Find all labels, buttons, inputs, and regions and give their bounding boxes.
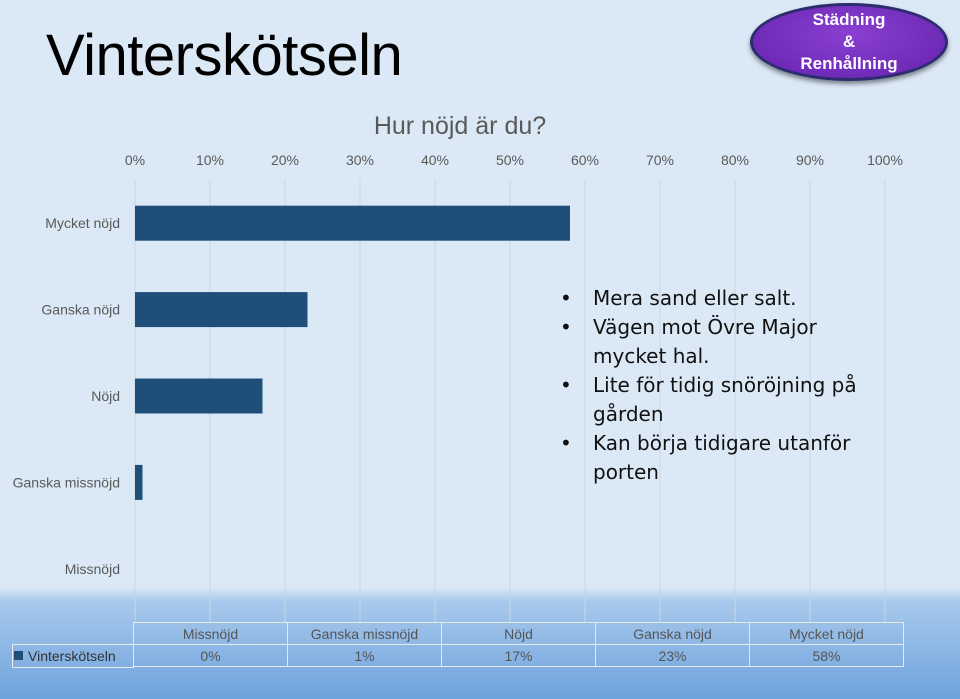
- data-table-value: 0%: [133, 644, 288, 667]
- bullet-icon: •: [560, 315, 572, 339]
- chart-title: Hur nöjd är du?: [373, 112, 547, 140]
- badge-line-2: &: [842, 32, 856, 51]
- x-tick-label: 80%: [721, 152, 749, 168]
- bar: [135, 292, 308, 328]
- comment-text: Kan börja tidigare utanför porten: [593, 431, 851, 484]
- y-category-label: Mycket nöjd: [45, 215, 120, 231]
- x-tick-label: 60%: [571, 152, 599, 168]
- y-category-label: Nöjd: [91, 388, 120, 404]
- slide-title: Vinterskötseln: [46, 23, 403, 88]
- data-table-header: Missnöjd: [133, 622, 288, 645]
- x-tick-label: 10%: [196, 152, 224, 168]
- badge-line-1: Städning: [812, 10, 886, 29]
- x-tick-label: 30%: [346, 152, 374, 168]
- data-table-header: Ganska nöjd: [595, 622, 750, 645]
- data-table-header-row: Missnöjd Ganska missnöjd Nöjd Ganska nöj…: [133, 622, 904, 645]
- bar: [135, 378, 263, 414]
- bullet-icon: •: [560, 286, 572, 310]
- data-table-header: Mycket nöjd: [749, 622, 904, 645]
- data-table: Missnöjd Ganska missnöjd Nöjd Ganska nöj…: [133, 622, 904, 667]
- legend-key-icon: [14, 651, 23, 660]
- data-table-value-row: 0% 1% 17% 23% 58%: [133, 644, 904, 667]
- comment-text: Mera sand eller salt.: [593, 286, 797, 310]
- comment-list: • Mera sand eller salt. • Vägen mot Övre M…: [560, 284, 890, 487]
- x-tick-label: 20%: [271, 152, 299, 168]
- data-table-value: 17%: [441, 644, 596, 667]
- data-table-value: 1%: [287, 644, 442, 667]
- comment-text: Vägen mot Övre Major mycket hal.: [593, 315, 817, 368]
- badge-line-3: Renhållning: [800, 54, 898, 73]
- x-tick-label: 70%: [646, 152, 674, 168]
- x-tick-label: 100%: [867, 152, 903, 168]
- data-table-value: 23%: [595, 644, 750, 667]
- y-category-label: Missnöjd: [65, 561, 120, 577]
- data-table-value: 58%: [749, 644, 904, 667]
- bullet-icon: •: [560, 373, 572, 397]
- x-tick-label: 90%: [796, 152, 824, 168]
- data-table-series-label: Vinterskötseln: [14, 645, 116, 666]
- y-category-label: Ganska missnöjd: [13, 474, 120, 490]
- x-tick-label: 0%: [125, 152, 145, 168]
- data-table-header: Ganska missnöjd: [287, 622, 442, 645]
- category-badge: Städning & Renhållning: [750, 3, 948, 81]
- comment-item: • Mera sand eller salt.: [560, 284, 890, 313]
- y-category-label: Ganska nöjd: [41, 302, 120, 318]
- bar: [135, 464, 143, 500]
- bar: [135, 205, 570, 241]
- x-tick-label: 40%: [421, 152, 449, 168]
- x-tick-label: 50%: [496, 152, 524, 168]
- comment-item: • Vägen mot Övre Major mycket hal.: [560, 313, 890, 371]
- data-table-header: Nöjd: [441, 622, 596, 645]
- comment-item: • Kan börja tidigare utanför porten: [560, 429, 890, 487]
- comment-text: Lite för tidig snöröjning på gården: [593, 373, 857, 426]
- bullet-icon: •: [560, 431, 572, 455]
- series-name: Vinterskötseln: [28, 647, 116, 664]
- data-table-series-cell: [12, 644, 134, 668]
- comment-item: • Lite för tidig snöröjning på gården: [560, 371, 890, 429]
